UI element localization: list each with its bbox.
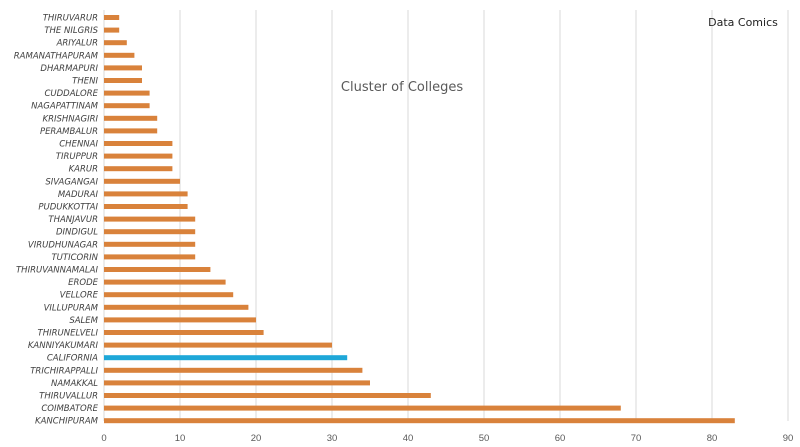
x-tick-label: 0: [101, 433, 106, 444]
category-label: VILLUPURAM: [44, 303, 99, 313]
bar-california: [104, 355, 348, 361]
x-tick-label: 80: [707, 433, 718, 444]
category-label: KARUR: [69, 165, 99, 175]
category-labels: THIRUVARUR THE NILGRIS ARIYALUR RAMANATHAPU…: [14, 14, 99, 427]
bar-theni: [104, 78, 142, 83]
bar-tiruppur: [104, 153, 173, 159]
bar-ramanathapuram: [104, 52, 135, 58]
bar-thiruvannamalai: [104, 267, 211, 272]
category-label: KANNIYAKUMARI: [28, 341, 99, 351]
category-label: DHARMAPURI: [40, 64, 98, 74]
bar-namakkal: [104, 380, 370, 386]
bar-krishnagiri: [104, 115, 158, 121]
category-label: DINDIGUL: [56, 228, 98, 238]
category-label: RAMANATHAPURAM: [14, 51, 99, 61]
gridlines: [103, 10, 789, 421]
x-tick-label: 70: [631, 433, 642, 444]
bar-vellore: [104, 292, 234, 298]
chart-title: Cluster of Colleges: [341, 80, 463, 95]
bar-ariyalur: [104, 40, 127, 46]
bar-perambalur: [104, 128, 158, 134]
bar-cuddalore: [104, 90, 150, 96]
bar-dindigul: [104, 229, 196, 235]
category-label: NAGAPATTINAM: [31, 102, 99, 112]
bar-karur: [104, 166, 173, 172]
bar-madurai: [104, 191, 188, 197]
bar-virudhunagar: [104, 241, 196, 247]
watermark-text: Data Comics: [708, 16, 778, 29]
category-label: ERODE: [68, 278, 99, 288]
x-tick-label: 40: [403, 433, 414, 444]
category-label: CHENNAI: [59, 140, 98, 150]
category-label: COIMBATORE: [41, 404, 98, 414]
category-label: PERAMBALUR: [40, 127, 98, 137]
category-label: CALIFORNIA: [47, 354, 98, 364]
category-label: KANCHIPURAM: [35, 417, 99, 427]
bar-thanjavur: [104, 216, 196, 222]
bar-the-nilgris: [104, 27, 120, 33]
x-tick-label: 50: [479, 433, 490, 444]
bar-erode: [104, 279, 226, 285]
bar-kanchipuram: [104, 418, 735, 424]
category-label: THENI: [72, 77, 98, 87]
category-label: VELLORE: [60, 291, 99, 301]
bar-sivagangai: [104, 178, 180, 184]
x-tick-label: 60: [555, 433, 566, 444]
category-label: THANJAVUR: [48, 215, 98, 225]
category-label: KRISHNAGIRI: [43, 114, 99, 124]
category-label: THIRUVALLUR: [39, 392, 98, 402]
category-label: TUTICORIN: [51, 253, 98, 263]
bars: [104, 15, 735, 424]
x-tick-label: 10: [175, 433, 186, 444]
category-label: TIRUPPUR: [56, 152, 98, 162]
category-label: TRICHIRAPPALLI: [30, 366, 98, 376]
bar-thiruvallur: [104, 393, 431, 398]
category-label: PUDUKKOTTAI: [38, 203, 98, 213]
category-label: NAMAKKAL: [51, 379, 98, 389]
category-label: THIRUVANNAMALAI: [16, 266, 99, 276]
category-label: SALEM: [69, 316, 98, 326]
bar-dharmapuri: [104, 65, 142, 71]
bar-villupuram: [104, 304, 249, 310]
bar-trichirappalli: [104, 367, 363, 373]
bar-salem: [104, 317, 256, 323]
category-label: THE NILGRIS: [44, 26, 98, 36]
x-axis-ticks: 0 10 20 30 40 50 60 70 80 90: [101, 433, 793, 444]
bar-kanniyakumari: [104, 342, 332, 348]
x-tick-label: 20: [251, 433, 262, 444]
category-label: THIRUNELVELI: [38, 329, 99, 339]
category-label: ARIYALUR: [56, 39, 99, 49]
category-label: CUDDALORE: [44, 89, 98, 99]
category-label: SIVAGANGAI: [45, 177, 98, 187]
category-label: THIRUVARUR: [43, 14, 98, 24]
category-label: MADURAI: [58, 190, 99, 200]
x-tick-label: 30: [327, 433, 338, 444]
bar-chennai: [104, 141, 173, 146]
x-tick-label: 90: [783, 433, 794, 444]
bar-coimbatore: [104, 405, 621, 411]
bar-thirunelveli: [104, 330, 264, 335]
bar-nagapattinam: [104, 103, 150, 109]
bar-pudukkottai: [104, 204, 188, 209]
bar-thiruvarur: [104, 15, 120, 20]
category-label: VIRUDHUNAGAR: [28, 240, 98, 250]
bar-tuticorin: [104, 254, 196, 260]
